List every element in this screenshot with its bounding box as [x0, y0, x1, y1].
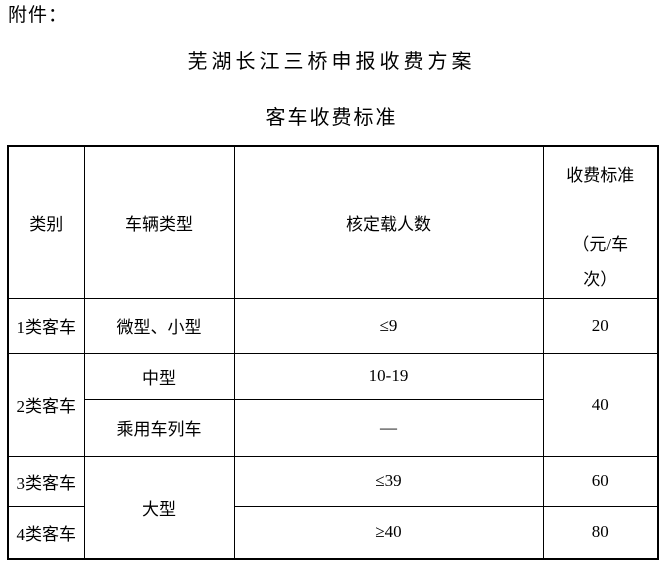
header-category: 类别	[7, 145, 85, 299]
cell-fee-class2: 40	[542, 352, 659, 457]
fee-standard-line3: 次）	[583, 270, 618, 289]
cell-category-class2: 2类客车	[7, 352, 85, 457]
fee-standard-line1: 收费标准	[566, 166, 635, 185]
table-header-row: 类别 车辆类型 核定载人数 收费标准 （元/车 次）	[7, 145, 659, 299]
table-row-class1: 1类客车 微型、小型 ≤9 20	[7, 297, 659, 354]
cell-vehicle-type-large: 大型	[83, 455, 235, 560]
document-title: 芜湖长江三桥申报收费方案	[187, 51, 476, 73]
cell-capacity-medium: 10-19	[233, 352, 544, 400]
table-row-class3: 3类客车 大型 ≤39 60	[7, 455, 659, 560]
cell-category-class3: 3类客车	[7, 455, 85, 507]
cell-category-class4: 4类客车	[7, 505, 85, 560]
cell-vehicle-type-class1: 微型、小型	[83, 297, 235, 354]
attachment-label: 附件：	[8, 5, 69, 26]
table-row-class2-medium: 2类客车 中型 10-19 40	[7, 352, 659, 457]
cell-fee-class3: 60	[542, 455, 659, 507]
header-vehicle-type: 车辆类型	[83, 145, 235, 299]
cell-vehicle-type-medium: 中型	[83, 352, 235, 400]
cell-fee-class1: 20	[542, 297, 659, 354]
header-fee-standard: 收费标准 （元/车 次）	[542, 145, 659, 299]
fee-table: 类别 车辆类型 核定载人数 收费标准 （元/车 次） 1类客车 微型、小型 ≤9…	[7, 145, 659, 560]
cell-capacity-class3: ≤39	[233, 455, 544, 507]
cell-capacity-class1: ≤9	[233, 297, 544, 354]
cell-fee-class4: 80	[542, 505, 659, 560]
cell-capacity-cartrain: —	[233, 398, 544, 457]
table-row-class2-cartrain: 乘用车列车 —	[8, 398, 658, 457]
fee-standard-line2: （元/车	[572, 235, 629, 254]
document-subtitle: 客车收费标准	[265, 107, 398, 129]
cell-capacity-class4: ≥40	[233, 505, 544, 560]
header-approved-capacity: 核定载人数	[233, 145, 544, 299]
table-row-class4: 4类客车 ≥40 80	[7, 505, 659, 560]
cell-vehicle-type-cartrain: 乘用车列车	[83, 398, 235, 457]
fee-standard-header-lines: 收费标准 （元/车 次）	[544, 147, 657, 297]
cell-category-class1: 1类客车	[7, 297, 85, 354]
